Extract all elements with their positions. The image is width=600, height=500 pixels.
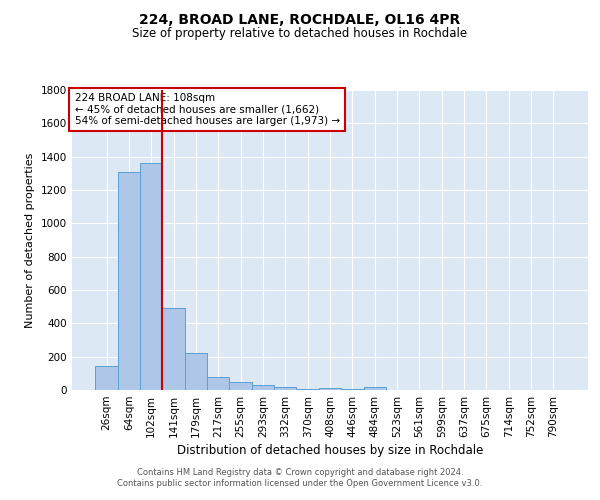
Bar [274, 387, 296, 390]
Bar [319, 388, 341, 390]
Text: 224 BROAD LANE: 108sqm
← 45% of detached houses are smaller (1,662)
54% of semi-: 224 BROAD LANE: 108sqm ← 45% of detached… [74, 93, 340, 126]
Text: 224, BROAD LANE, ROCHDALE, OL16 4PR: 224, BROAD LANE, ROCHDALE, OL16 4PR [139, 12, 461, 26]
Bar [140, 164, 163, 390]
Y-axis label: Number of detached properties: Number of detached properties [25, 152, 35, 328]
Text: Contains HM Land Registry data © Crown copyright and database right 2024.
Contai: Contains HM Land Registry data © Crown c… [118, 468, 482, 487]
Bar [252, 385, 274, 390]
Bar [207, 376, 229, 390]
Text: Size of property relative to detached houses in Rochdale: Size of property relative to detached ho… [133, 28, 467, 40]
Bar [296, 389, 319, 390]
X-axis label: Distribution of detached houses by size in Rochdale: Distribution of detached houses by size … [177, 444, 483, 457]
Bar [364, 387, 386, 390]
Bar [118, 172, 140, 390]
Bar [185, 352, 207, 390]
Bar [341, 389, 364, 390]
Bar [229, 382, 252, 390]
Bar [95, 366, 118, 390]
Bar [163, 308, 185, 390]
